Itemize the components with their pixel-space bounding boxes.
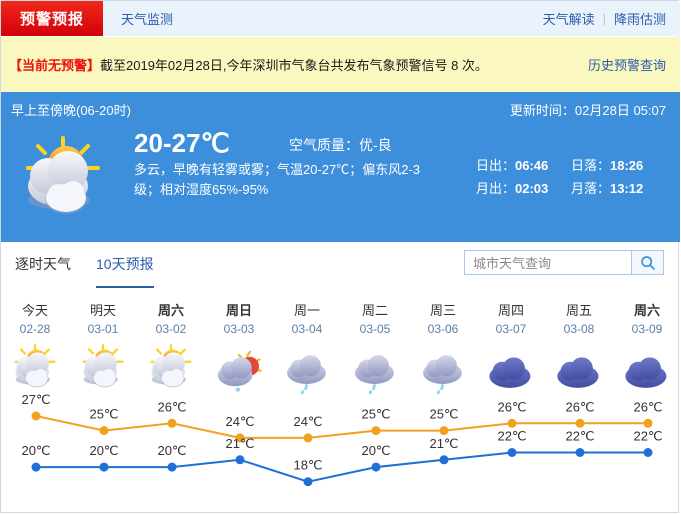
svg-text:20℃: 20℃ xyxy=(89,443,118,458)
svg-text:26℃: 26℃ xyxy=(157,399,186,414)
svg-text:20℃: 20℃ xyxy=(21,443,50,458)
svg-text:26℃: 26℃ xyxy=(565,399,594,414)
svg-text:24℃: 24℃ xyxy=(225,414,254,429)
svg-text:22℃: 22℃ xyxy=(497,429,526,444)
svg-text:21℃: 21℃ xyxy=(429,436,458,451)
svg-text:22℃: 22℃ xyxy=(565,429,594,444)
svg-text:20℃: 20℃ xyxy=(157,443,186,458)
svg-text:27℃: 27℃ xyxy=(21,392,50,407)
svg-text:24℃: 24℃ xyxy=(293,414,322,429)
svg-text:26℃: 26℃ xyxy=(497,399,526,414)
svg-text:25℃: 25℃ xyxy=(361,407,390,422)
svg-text:26℃: 26℃ xyxy=(633,399,662,414)
svg-text:20℃: 20℃ xyxy=(361,443,390,458)
svg-text:22℃: 22℃ xyxy=(633,429,662,444)
svg-text:25℃: 25℃ xyxy=(429,407,458,422)
svg-text:25℃: 25℃ xyxy=(89,407,118,422)
svg-text:21℃: 21℃ xyxy=(225,436,254,451)
svg-text:18℃: 18℃ xyxy=(293,458,322,473)
